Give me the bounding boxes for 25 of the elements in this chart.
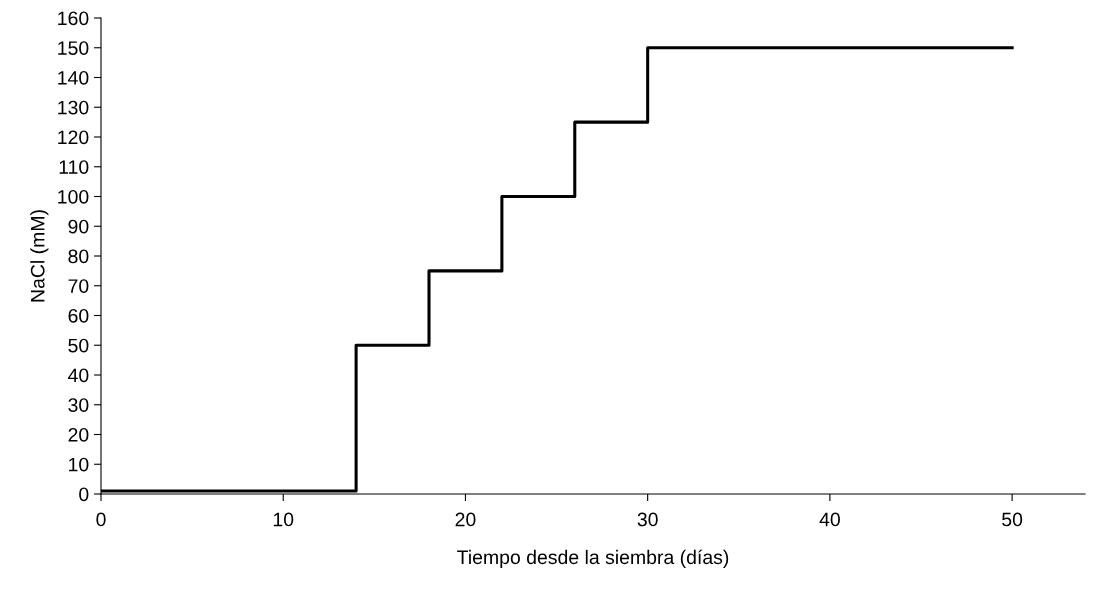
y-tick-label: 0 [79, 487, 89, 502]
y-tick-label: 140 [58, 70, 89, 85]
y-axis-title: NaCl (mM) [30, 210, 49, 302]
y-tick-label: 30 [68, 398, 89, 412]
y-tick-label: 90 [68, 219, 89, 234]
y-tick-label: 40 [68, 368, 89, 383]
x-tick-label: 10 [273, 512, 294, 527]
x-tick-label: 30 [637, 512, 658, 527]
x-tick-label: 40 [819, 512, 840, 527]
y-tick-label: 150 [58, 41, 89, 55]
x-tick-label: 20 [455, 512, 476, 527]
x-tick-label: 50 [1002, 512, 1023, 527]
y-tick-label: 80 [68, 249, 89, 264]
y-tick-label: 60 [68, 308, 89, 323]
y-tick-label: 160 [58, 11, 89, 26]
y-tick-label: 100 [58, 189, 89, 204]
y-tick-label: 50 [68, 338, 89, 353]
x-tick-label: 0 [96, 512, 106, 527]
y-tick-label: 70 [68, 279, 89, 293]
y-tick-label: 130 [58, 100, 89, 115]
y-tick-label: 10 [69, 457, 89, 472]
x-axis-title: Tiempo desde la siembra (días) [457, 549, 729, 568]
y-tick-label: 20 [68, 427, 89, 442]
y-tick-label: 110 [59, 160, 89, 174]
y-tick-label: 120 [58, 130, 89, 145]
